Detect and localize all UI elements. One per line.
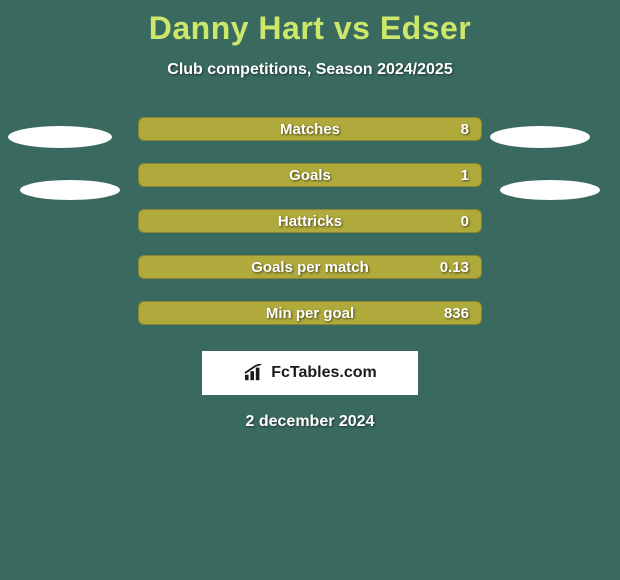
page-title: Danny Hart vs Edser — [0, 0, 620, 47]
stat-label: Goals per match — [251, 259, 369, 276]
stat-bar: Goals 1 — [138, 163, 482, 187]
brand-text: FcTables.com — [271, 364, 377, 382]
stat-row: Hattricks 0 — [0, 209, 620, 233]
stat-label: Goals — [289, 167, 331, 184]
stat-bar: Min per goal 836 — [138, 301, 482, 325]
date-label: 2 december 2024 — [0, 413, 620, 431]
stats-list: Matches 8 Goals 1 Hattricks 0 Goals per … — [0, 117, 620, 325]
player-photo-placeholder — [490, 126, 590, 148]
stat-value: 836 — [444, 305, 469, 322]
stat-row: Min per goal 836 — [0, 301, 620, 325]
player-photo-placeholder — [20, 180, 120, 200]
comparison-card: Danny Hart vs Edser Club competitions, S… — [0, 0, 620, 580]
stat-label: Hattricks — [278, 213, 342, 230]
stat-value: 0.13 — [440, 259, 469, 276]
stat-bar: Matches 8 — [138, 117, 482, 141]
stat-value: 8 — [461, 121, 469, 138]
stat-bar: Goals per match 0.13 — [138, 255, 482, 279]
stat-row: Goals per match 0.13 — [0, 255, 620, 279]
stat-label: Min per goal — [266, 305, 354, 322]
stat-bar: Hattricks 0 — [138, 209, 482, 233]
player-photo-placeholder — [8, 126, 112, 148]
subtitle: Club competitions, Season 2024/2025 — [0, 61, 620, 79]
stat-value: 0 — [461, 213, 469, 230]
chart-icon — [243, 364, 265, 382]
player-photo-placeholder — [500, 180, 600, 200]
stat-label: Matches — [280, 121, 340, 138]
stat-value: 1 — [461, 167, 469, 184]
brand-badge[interactable]: FcTables.com — [202, 351, 418, 395]
